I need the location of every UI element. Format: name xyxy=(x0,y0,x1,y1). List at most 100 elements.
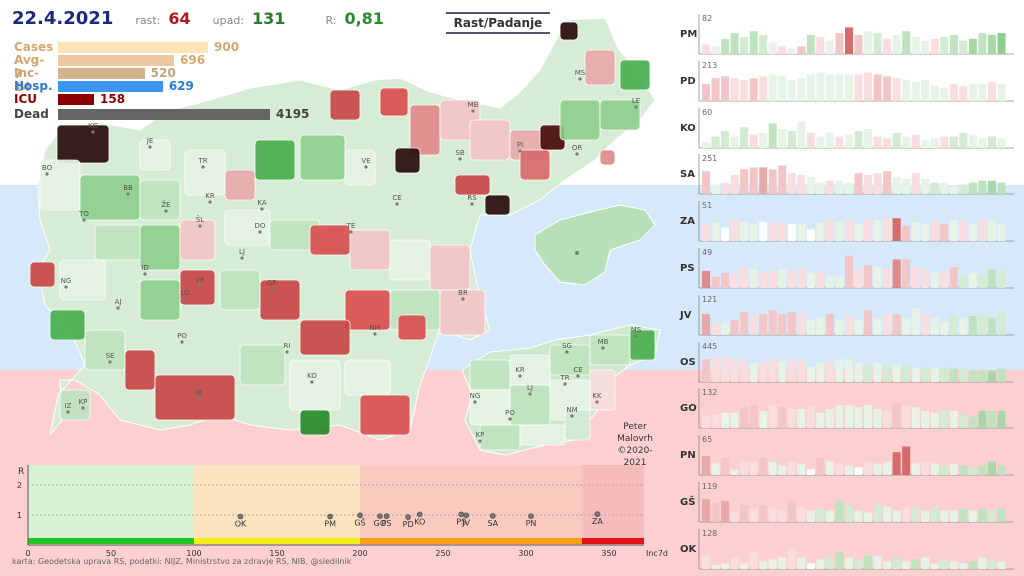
panel-bar xyxy=(978,220,987,242)
scatter-point-label: PS xyxy=(382,519,392,528)
panel-bar xyxy=(902,364,911,382)
panel-bar xyxy=(883,76,892,101)
panel-bar xyxy=(768,74,777,101)
panel-bar xyxy=(930,463,939,476)
map-label: GR xyxy=(267,279,277,287)
inset-label-dot xyxy=(563,382,567,386)
panel-bar xyxy=(787,224,796,242)
map-region-cell xyxy=(299,319,351,356)
panel-bar xyxy=(711,503,720,522)
panel-bar xyxy=(864,31,873,54)
panel-bar xyxy=(987,269,996,288)
map-label-dot xyxy=(461,297,465,301)
panel-bar xyxy=(844,74,853,101)
panel-bar xyxy=(778,557,787,569)
map-label-dot xyxy=(373,332,377,336)
panel-bar xyxy=(825,220,834,242)
panel-bar xyxy=(759,360,768,382)
scatter-point xyxy=(458,511,465,518)
map-label: SE xyxy=(106,352,115,360)
panel-bar xyxy=(873,220,882,242)
panel-bar xyxy=(883,269,892,288)
panel-bar xyxy=(816,36,825,54)
panel-bar xyxy=(759,411,768,429)
panel-bar xyxy=(806,177,815,195)
region-panel-ps: PS 49 xyxy=(676,246,1018,290)
region-panel-name: GO xyxy=(680,403,697,415)
map-label: LE xyxy=(632,97,640,105)
panel-bar xyxy=(911,222,920,242)
panel-bar xyxy=(978,83,987,101)
panel-bar xyxy=(844,27,853,54)
panel-bar xyxy=(749,224,758,242)
color-scale-red xyxy=(582,538,644,544)
panel-bar xyxy=(768,270,777,288)
panel-bar xyxy=(968,416,977,429)
panel-bar xyxy=(949,411,958,429)
panel-bar xyxy=(864,405,873,429)
map-label: NM xyxy=(369,324,380,332)
map-label-dot xyxy=(240,256,244,260)
panel-bar xyxy=(806,132,815,148)
inset-label: CE xyxy=(573,366,582,374)
inset-region-cell xyxy=(629,329,656,361)
panel-bar xyxy=(968,561,977,569)
panel-bar xyxy=(711,136,720,148)
panel-bar xyxy=(787,358,796,382)
r-value: 0,81 xyxy=(344,9,384,28)
panel-bar xyxy=(987,370,996,382)
panel-bar xyxy=(702,416,711,429)
panel-bar xyxy=(864,265,873,288)
region-panel-os: OS 445 xyxy=(676,340,1018,384)
stat-label: Avg-7 xyxy=(14,53,45,81)
panel-bar xyxy=(959,465,968,476)
inset-label: NG xyxy=(470,392,481,400)
panel-bar xyxy=(883,138,892,148)
inset-region-cell xyxy=(589,334,631,366)
scatter-zone-yellow xyxy=(194,465,360,545)
map-region-cell xyxy=(29,261,56,288)
color-scale-yellow xyxy=(194,538,360,544)
panel-bar xyxy=(835,222,844,242)
inset-label: KP xyxy=(476,431,485,439)
map-region-cell xyxy=(139,139,171,171)
panel-bar xyxy=(740,126,749,148)
panel-bar xyxy=(835,405,844,429)
region-panel-name: PM xyxy=(680,29,698,40)
stat-label: Inc-14 xyxy=(14,66,40,94)
panel-bar xyxy=(949,35,958,54)
panel-bar xyxy=(987,220,996,242)
panel-bar xyxy=(854,173,863,195)
panel-bar xyxy=(902,561,911,569)
panel-bar xyxy=(740,407,749,429)
panel-bar xyxy=(797,46,806,54)
panel-bar xyxy=(997,270,1006,288)
map-label: PO xyxy=(177,332,187,340)
stat-value: 4195 xyxy=(276,107,310,121)
panel-bar xyxy=(844,358,853,382)
panel-bar xyxy=(902,508,911,522)
map-label: BR xyxy=(458,289,468,297)
panel-bar xyxy=(825,409,834,429)
map-label-dot xyxy=(45,172,49,176)
panel-bar xyxy=(797,120,806,148)
map-label-dot xyxy=(578,77,582,81)
panel-bar xyxy=(844,220,853,242)
panel-bar xyxy=(978,313,987,335)
panel-bar xyxy=(825,40,834,54)
panel-bar xyxy=(835,33,844,54)
panel-bar xyxy=(940,136,949,148)
panel-bar xyxy=(930,220,939,242)
panel-bar xyxy=(997,411,1006,429)
panel-bar xyxy=(959,40,968,54)
map-label-dot xyxy=(395,202,399,206)
panel-bar xyxy=(959,415,968,429)
panel-bar xyxy=(711,463,720,476)
panel-bar xyxy=(768,42,777,54)
panel-bar xyxy=(968,467,977,476)
region-panel-chart xyxy=(698,482,1014,523)
region-panel-max: 119 xyxy=(702,482,718,491)
panel-bar xyxy=(778,510,787,522)
panel-bar xyxy=(787,173,796,195)
map-label-dot xyxy=(126,192,130,196)
